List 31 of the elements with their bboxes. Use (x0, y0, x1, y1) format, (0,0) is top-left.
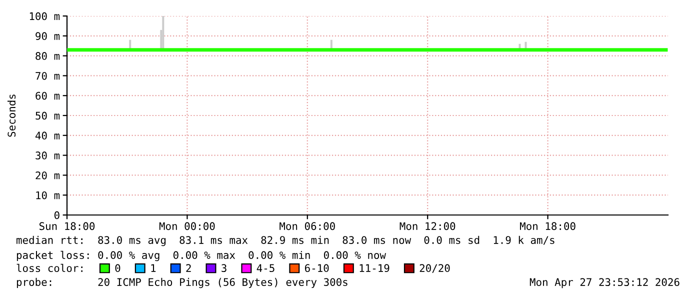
text: Mon Apr 27 23:53:12 2026 (530, 278, 680, 288)
x-tick-label: Mon 06:00 (280, 222, 335, 230)
legend-title: loss color: (16, 264, 82, 272)
y-tick-label: 90 m (36, 32, 60, 40)
y-tick-label: 70 m (36, 72, 60, 80)
legend-label: 11-19 (360, 264, 390, 272)
y-tick-label: 30 m (36, 152, 60, 160)
x-tick-label: Mon 12:00 (400, 222, 456, 230)
bar (162, 16, 164, 50)
y-tick-label: 50 m (36, 112, 60, 120)
y-tick-label: 20 m (36, 171, 60, 180)
legend-label: 20/20 (420, 264, 450, 273)
text: median rtt: 83.0 ms avg 83.1 ms max 82.9 ms min 83.0 ms now 0.0 ms sd 1.9 k am/s (16, 236, 554, 246)
y-tick-label: 80 m (36, 52, 60, 60)
text: probe: 20 ICMP Echo Pings (56 Bytes) every 300s (16, 278, 348, 288)
x-tick-label: Sun 18:00 (39, 222, 95, 230)
y-tick-label: 0 (54, 211, 60, 220)
y-tick-label: 100 m (30, 12, 60, 20)
x-tick-label: Mon 18:00 (520, 222, 576, 230)
y-tick-label: 60 m (36, 92, 60, 100)
x-tick-label: Mon 00:00 (159, 222, 215, 230)
legend-label: 1 (151, 264, 156, 272)
legend-label: 3 (222, 264, 226, 272)
y-tick-label: 40 m (35, 132, 60, 140)
text: packet loss: 0.00 % avg 0.00 % max 0.00 % min 0.00 % now (16, 250, 386, 262)
legend-label: 2 (186, 264, 191, 272)
y-axis-title: Seconds (8, 94, 16, 137)
legend-label: 6-10 (304, 264, 329, 272)
legend-label: 0 (115, 264, 120, 272)
y-tick-label: 10 m (36, 191, 60, 200)
legend-label: 4-5 (256, 264, 274, 272)
